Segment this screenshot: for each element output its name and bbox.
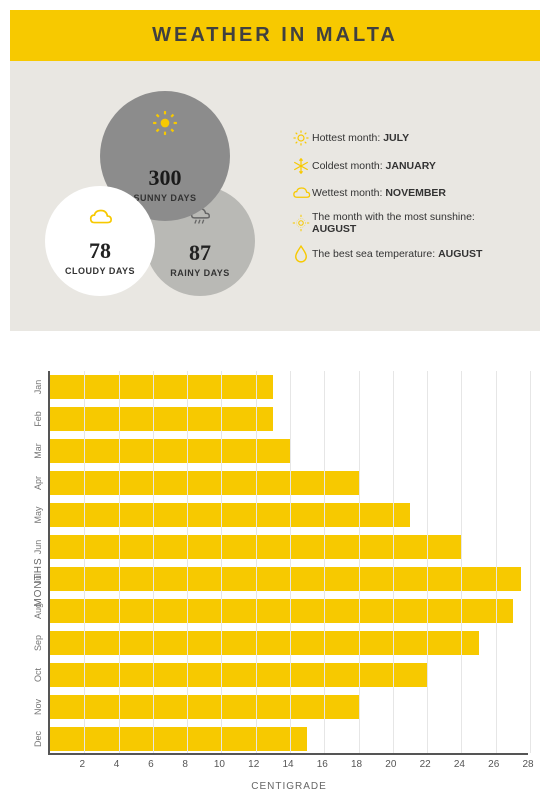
x-tick: 22 <box>420 759 431 770</box>
month-label: Jun <box>33 537 43 557</box>
venn-diagram: 300 SUNNY DAYS 87 RAINY DAYS 78 CLOUDY D… <box>20 91 280 301</box>
month-label: Mar <box>33 441 43 461</box>
fact-row: Coldest month: JANUARY <box>290 157 520 175</box>
x-tick: 20 <box>385 759 396 770</box>
gridline <box>530 371 531 753</box>
bar-row: May <box>50 499 410 531</box>
gridline <box>359 371 360 753</box>
gridline <box>153 371 154 753</box>
fact-row: Wettest month: NOVEMBER <box>290 185 520 201</box>
x-tick: 16 <box>317 759 328 770</box>
sunny-value: 300 <box>149 165 182 191</box>
bar <box>50 439 290 463</box>
bar-row: Mar <box>50 435 290 467</box>
venn-cloudy: 78 CLOUDY DAYS <box>45 186 155 296</box>
x-tick: 24 <box>454 759 465 770</box>
rainy-label: RAINY DAYS <box>170 268 230 278</box>
cloud-icon <box>290 185 312 201</box>
bar <box>50 567 521 591</box>
bar-row: Jul <box>50 563 521 595</box>
gridline <box>427 371 428 753</box>
x-tick: 8 <box>182 759 188 770</box>
facts-list: Hottest month: JULY Coldest month: JANUAR… <box>280 119 520 273</box>
info-panel: 300 SUNNY DAYS 87 RAINY DAYS 78 CLOUDY D… <box>10 61 540 331</box>
gridline <box>496 371 497 753</box>
x-tick: 6 <box>148 759 154 770</box>
sun-icon <box>152 110 178 141</box>
sunshine-icon <box>290 214 312 232</box>
title-bar: WEATHER IN MALTA <box>10 10 540 61</box>
x-tick: 12 <box>248 759 259 770</box>
fact-text: The best sea temperature: AUGUST <box>312 248 482 260</box>
temperature-chart: MONTHS JanFebMarAprMayJunJulAugSepOctNov… <box>10 361 540 802</box>
snowflake-icon <box>290 157 312 175</box>
x-tick: 18 <box>351 759 362 770</box>
drop-icon <box>290 245 312 263</box>
fact-text: Wettest month: NOVEMBER <box>312 187 446 199</box>
fact-text: Hottest month: JULY <box>312 132 409 144</box>
fact-row: The month with the most sunshine: AUGUST <box>290 211 520 235</box>
gridline <box>187 371 188 753</box>
sunny-label: SUNNY DAYS <box>133 193 196 203</box>
cloud-icon <box>87 207 113 232</box>
month-label: Feb <box>33 409 43 429</box>
x-tick: 28 <box>522 759 533 770</box>
month-label: Apr <box>33 473 43 493</box>
chart-plot-area: JanFebMarAprMayJunJulAugSepOctNovDec <box>48 371 528 755</box>
rainy-value: 87 <box>189 240 211 266</box>
gridline <box>290 371 291 753</box>
sun-icon <box>290 129 312 147</box>
bar-row: Nov <box>50 691 359 723</box>
month-label: Nov <box>33 697 43 717</box>
fact-text: The month with the most sunshine: AUGUST <box>312 211 520 235</box>
chart-bars: JanFebMarAprMayJunJulAugSepOctNovDec <box>50 371 528 753</box>
cloudy-value: 78 <box>89 238 111 264</box>
month-label: Jan <box>33 377 43 397</box>
bar-row: Oct <box>50 659 427 691</box>
fact-text: Coldest month: JANUARY <box>312 160 436 172</box>
month-label: Jul <box>33 569 43 589</box>
x-tick: 2 <box>80 759 86 770</box>
chart-x-label: CENTIGRADE <box>48 781 530 792</box>
cloudy-label: CLOUDY DAYS <box>65 266 135 276</box>
chart-x-ticks: 246810121416182022242628 <box>48 759 528 775</box>
x-tick: 14 <box>282 759 293 770</box>
page-title: WEATHER IN MALTA <box>10 24 540 47</box>
x-tick: 4 <box>114 759 120 770</box>
month-label: Aug <box>33 601 43 621</box>
month-label: Sep <box>33 633 43 653</box>
bar <box>50 631 479 655</box>
bar <box>50 727 307 751</box>
bar-row: Sep <box>50 627 479 659</box>
fact-row: Hottest month: JULY <box>290 129 520 147</box>
fact-row: The best sea temperature: AUGUST <box>290 245 520 263</box>
x-tick: 26 <box>488 759 499 770</box>
bar <box>50 695 359 719</box>
bar-row: Dec <box>50 723 307 755</box>
gridline <box>221 371 222 753</box>
bar <box>50 503 410 527</box>
month-label: May <box>33 505 43 525</box>
gridline <box>256 371 257 753</box>
x-tick: 10 <box>214 759 225 770</box>
month-label: Dec <box>33 729 43 749</box>
bar-row: Apr <box>50 467 359 499</box>
bar <box>50 471 359 495</box>
gridline <box>461 371 462 753</box>
gridline <box>393 371 394 753</box>
bar <box>50 663 427 687</box>
gridline <box>84 371 85 753</box>
gridline <box>119 371 120 753</box>
month-label: Oct <box>33 665 43 685</box>
gridline <box>324 371 325 753</box>
